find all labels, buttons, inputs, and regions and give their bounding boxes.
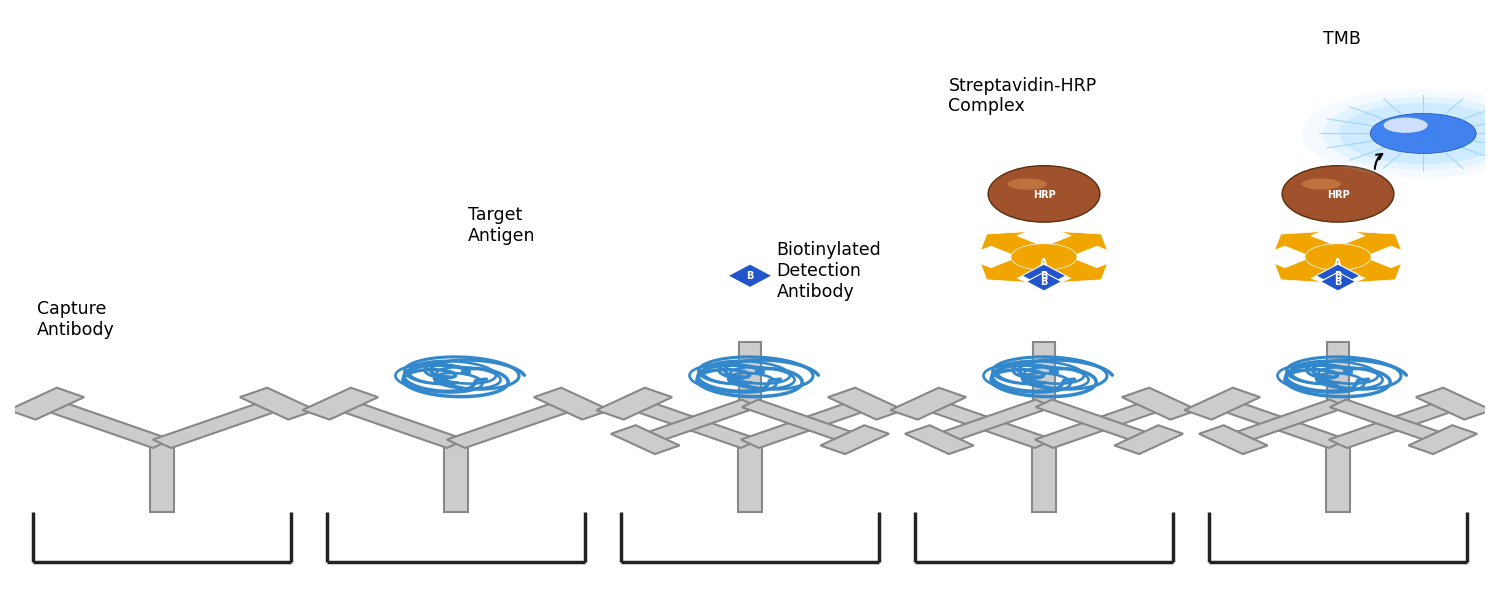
Text: B: B — [1041, 271, 1047, 281]
Polygon shape — [1122, 388, 1197, 419]
Polygon shape — [1214, 400, 1347, 448]
Polygon shape — [1275, 252, 1352, 282]
Polygon shape — [891, 388, 966, 419]
Polygon shape — [1320, 272, 1356, 291]
Text: B: B — [1335, 271, 1341, 281]
Polygon shape — [240, 388, 315, 419]
Polygon shape — [904, 425, 974, 454]
Circle shape — [1011, 244, 1077, 270]
Polygon shape — [920, 400, 1053, 448]
Ellipse shape — [1323, 97, 1500, 170]
Text: B: B — [1335, 277, 1341, 287]
Polygon shape — [1022, 264, 1066, 287]
Text: Capture
Antibody: Capture Antibody — [38, 300, 116, 339]
Polygon shape — [1324, 252, 1401, 282]
Text: Streptavidin-HRP
Complex: Streptavidin-HRP Complex — [948, 77, 1096, 115]
Polygon shape — [742, 400, 862, 443]
Polygon shape — [1408, 425, 1478, 454]
Polygon shape — [932, 400, 1052, 443]
Polygon shape — [981, 252, 1058, 282]
Polygon shape — [741, 400, 874, 448]
Polygon shape — [1185, 388, 1260, 419]
Ellipse shape — [1371, 113, 1476, 154]
Polygon shape — [1032, 444, 1056, 512]
Polygon shape — [447, 400, 580, 448]
Polygon shape — [626, 400, 759, 448]
Polygon shape — [1198, 425, 1268, 454]
Polygon shape — [1030, 252, 1107, 282]
Polygon shape — [1036, 400, 1156, 443]
Text: A: A — [1335, 259, 1341, 268]
Polygon shape — [303, 388, 378, 419]
Ellipse shape — [1340, 103, 1500, 164]
Polygon shape — [597, 388, 672, 419]
Polygon shape — [1030, 232, 1107, 262]
Polygon shape — [1326, 444, 1350, 512]
Text: A: A — [1041, 259, 1047, 268]
Polygon shape — [1328, 342, 1348, 403]
Polygon shape — [610, 425, 680, 454]
Polygon shape — [1316, 264, 1360, 287]
Circle shape — [1305, 244, 1371, 270]
Text: HRP: HRP — [1326, 190, 1350, 200]
Polygon shape — [1416, 388, 1491, 419]
Polygon shape — [1330, 400, 1450, 443]
Polygon shape — [1324, 232, 1401, 262]
Polygon shape — [1226, 400, 1346, 443]
Text: Target
Antigen: Target Antigen — [468, 206, 536, 245]
Polygon shape — [444, 444, 468, 512]
Polygon shape — [821, 425, 890, 454]
Ellipse shape — [1302, 89, 1500, 178]
Polygon shape — [534, 388, 609, 419]
Polygon shape — [738, 444, 762, 512]
Polygon shape — [728, 264, 772, 287]
Polygon shape — [1026, 272, 1062, 291]
Polygon shape — [638, 400, 758, 443]
Polygon shape — [38, 400, 171, 448]
Polygon shape — [1114, 425, 1184, 454]
Ellipse shape — [1302, 178, 1341, 190]
Polygon shape — [981, 232, 1058, 262]
Text: TMB: TMB — [1323, 29, 1360, 47]
Polygon shape — [740, 342, 760, 403]
Polygon shape — [1035, 400, 1168, 448]
Text: B: B — [747, 271, 753, 281]
Ellipse shape — [1282, 166, 1394, 222]
Polygon shape — [1275, 232, 1352, 262]
Polygon shape — [828, 388, 903, 419]
Polygon shape — [153, 400, 286, 448]
Polygon shape — [9, 388, 84, 419]
Polygon shape — [332, 400, 465, 448]
Polygon shape — [150, 444, 174, 512]
Ellipse shape — [988, 166, 1100, 222]
Ellipse shape — [1008, 178, 1047, 190]
Polygon shape — [1329, 400, 1462, 448]
Text: Biotinylated
Detection
Antibody: Biotinylated Detection Antibody — [777, 241, 880, 301]
Ellipse shape — [1383, 118, 1428, 133]
Text: HRP: HRP — [1032, 190, 1056, 200]
Polygon shape — [1034, 342, 1054, 403]
Text: B: B — [1041, 277, 1047, 287]
